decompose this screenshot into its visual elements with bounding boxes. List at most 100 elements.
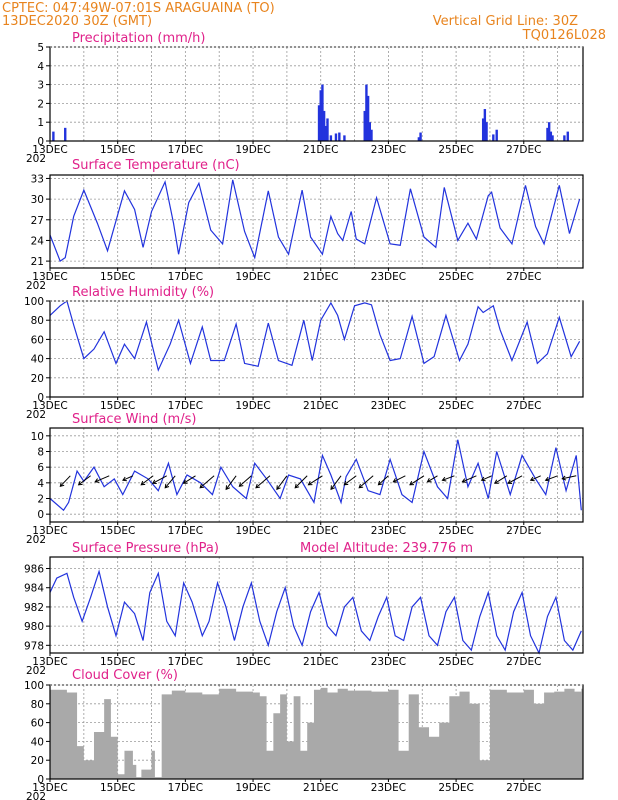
- wind-arrow-head: [494, 479, 499, 484]
- wind-arrow: [530, 475, 541, 481]
- x-tick-label: 23DEC: [371, 525, 406, 537]
- wind-arrow: [239, 475, 252, 487]
- precip-bar: [546, 127, 549, 141]
- y-tick-label: 0: [37, 392, 44, 404]
- precip-bar: [483, 109, 487, 141]
- x-tick-label: 17DEC: [168, 782, 203, 794]
- x-tick-label: 17DEC: [168, 144, 203, 156]
- x-tick-label: 15DEC: [100, 144, 135, 156]
- wind-arrow: [562, 475, 577, 480]
- wind-arrow-head: [255, 483, 260, 489]
- x-tick-label: 21DEC: [303, 271, 338, 283]
- panel-2: 21 24 27 30 33 Surface Temperature (nC) 13DEC 1…: [26, 158, 584, 292]
- precip-bar: [334, 133, 338, 141]
- y-tick-label: 60: [31, 334, 44, 346]
- x-tick-label: 25DEC: [438, 656, 473, 668]
- precip-bar: [563, 135, 566, 141]
- y-tick-label: 24: [31, 235, 45, 247]
- panel-title: Cloud Cover (%): [72, 668, 178, 683]
- x-tick-label: 19DEC: [235, 656, 270, 668]
- wind-arrow-head: [343, 480, 349, 486]
- panel-frame: [49, 427, 584, 523]
- precip-bar: [481, 118, 485, 141]
- precip-bar: [321, 84, 324, 141]
- series-line: [49, 439, 582, 512]
- wind-arrow-head: [330, 485, 335, 491]
- y-tick-label: 100: [24, 296, 44, 308]
- wind-arrow: [545, 475, 558, 481]
- precip-bar: [492, 134, 495, 141]
- wind-arrow: [427, 475, 438, 483]
- panel-frame: [49, 174, 584, 269]
- precip-bar: [326, 118, 329, 141]
- precip-bar: [366, 95, 370, 141]
- wind-arrow-head: [507, 479, 513, 484]
- x-tick-label: 21DEC: [303, 525, 338, 537]
- precip-bar: [547, 122, 551, 141]
- y-tick-label: 978: [24, 640, 44, 652]
- y-tick-label: 2: [37, 98, 44, 110]
- y-tick-label: 100: [24, 680, 44, 692]
- x-tick-label: 17DEC: [168, 656, 203, 668]
- panel-6: 0 20 40 60 80 100 Cloud Cover (%) 13DEC 15DEC 17D…: [24, 668, 584, 800]
- wind-arrow: [255, 475, 271, 489]
- x-tick-label: 13DEC: [32, 782, 67, 794]
- wind-arrow-head: [561, 475, 567, 481]
- wind-arrow: [378, 475, 389, 486]
- wind-arrow-head: [294, 483, 300, 489]
- wind-arrow-head: [182, 479, 188, 484]
- wind-arrow: [393, 475, 406, 483]
- precip-bar: [64, 127, 67, 141]
- precip-bar: [419, 132, 422, 141]
- x-tick-label: 23DEC: [371, 271, 406, 283]
- wind-arrow-head: [225, 485, 231, 491]
- panel-annotation: Model Altitude: 239.776 m: [300, 541, 473, 556]
- x-tick-label: 15DEC: [100, 271, 135, 283]
- wind-arrow: [164, 475, 176, 489]
- y-tick-label: 20: [31, 373, 44, 385]
- y-tick-label: 80: [31, 315, 44, 327]
- panel-title: Relative Humidity (%): [72, 285, 214, 300]
- x-tick-label: 25DEC: [438, 782, 473, 794]
- precip-bar: [343, 135, 346, 141]
- x-year-label: 202: [26, 153, 46, 165]
- precip-bar: [485, 122, 488, 141]
- precip-bar: [368, 122, 371, 141]
- x-tick-label: 19DEC: [235, 525, 270, 537]
- wind-arrow-head: [59, 482, 65, 487]
- wind-arrow: [494, 475, 508, 484]
- precip-bar: [317, 105, 321, 141]
- wind-arrow: [462, 475, 477, 483]
- wind-arrow-head: [122, 476, 127, 482]
- wind-arrow: [409, 475, 425, 486]
- panel-title: Precipitation (mm/h): [72, 31, 205, 46]
- wind-arrow: [78, 475, 91, 486]
- x-tick-label: 27DEC: [506, 782, 541, 794]
- x-tick-label: 13DEC: [32, 656, 67, 668]
- series-line: [49, 179, 581, 263]
- precip-bar: [319, 90, 322, 141]
- x-tick-label: 17DEC: [168, 400, 203, 412]
- y-tick-label: 40: [31, 736, 44, 748]
- x-tick-label: 15DEC: [100, 400, 135, 412]
- y-tick-label: 10: [31, 431, 44, 443]
- header-grid-line: Vertical Grid Line: 30Z: [433, 14, 578, 29]
- panel-frame: [49, 556, 584, 654]
- x-tick-label: 27DEC: [506, 271, 541, 283]
- precip-bar: [329, 135, 333, 141]
- wind-arrow-head: [164, 483, 170, 489]
- wind-arrow: [59, 475, 71, 487]
- wind-arrow-head: [140, 480, 146, 486]
- wind-arrow-head: [480, 476, 486, 482]
- precip-bar: [363, 110, 366, 141]
- x-tick-label: 25DEC: [438, 144, 473, 156]
- precip-bar: [417, 137, 421, 141]
- y-tick-label: 21: [31, 256, 44, 268]
- wind-arrow-head: [441, 476, 447, 482]
- wind-arrow: [152, 475, 167, 484]
- x-year-label: 202: [26, 534, 46, 546]
- y-tick-label: 0: [37, 509, 44, 521]
- header-model: TQ0126L028: [522, 28, 606, 43]
- precip-bar: [338, 132, 341, 141]
